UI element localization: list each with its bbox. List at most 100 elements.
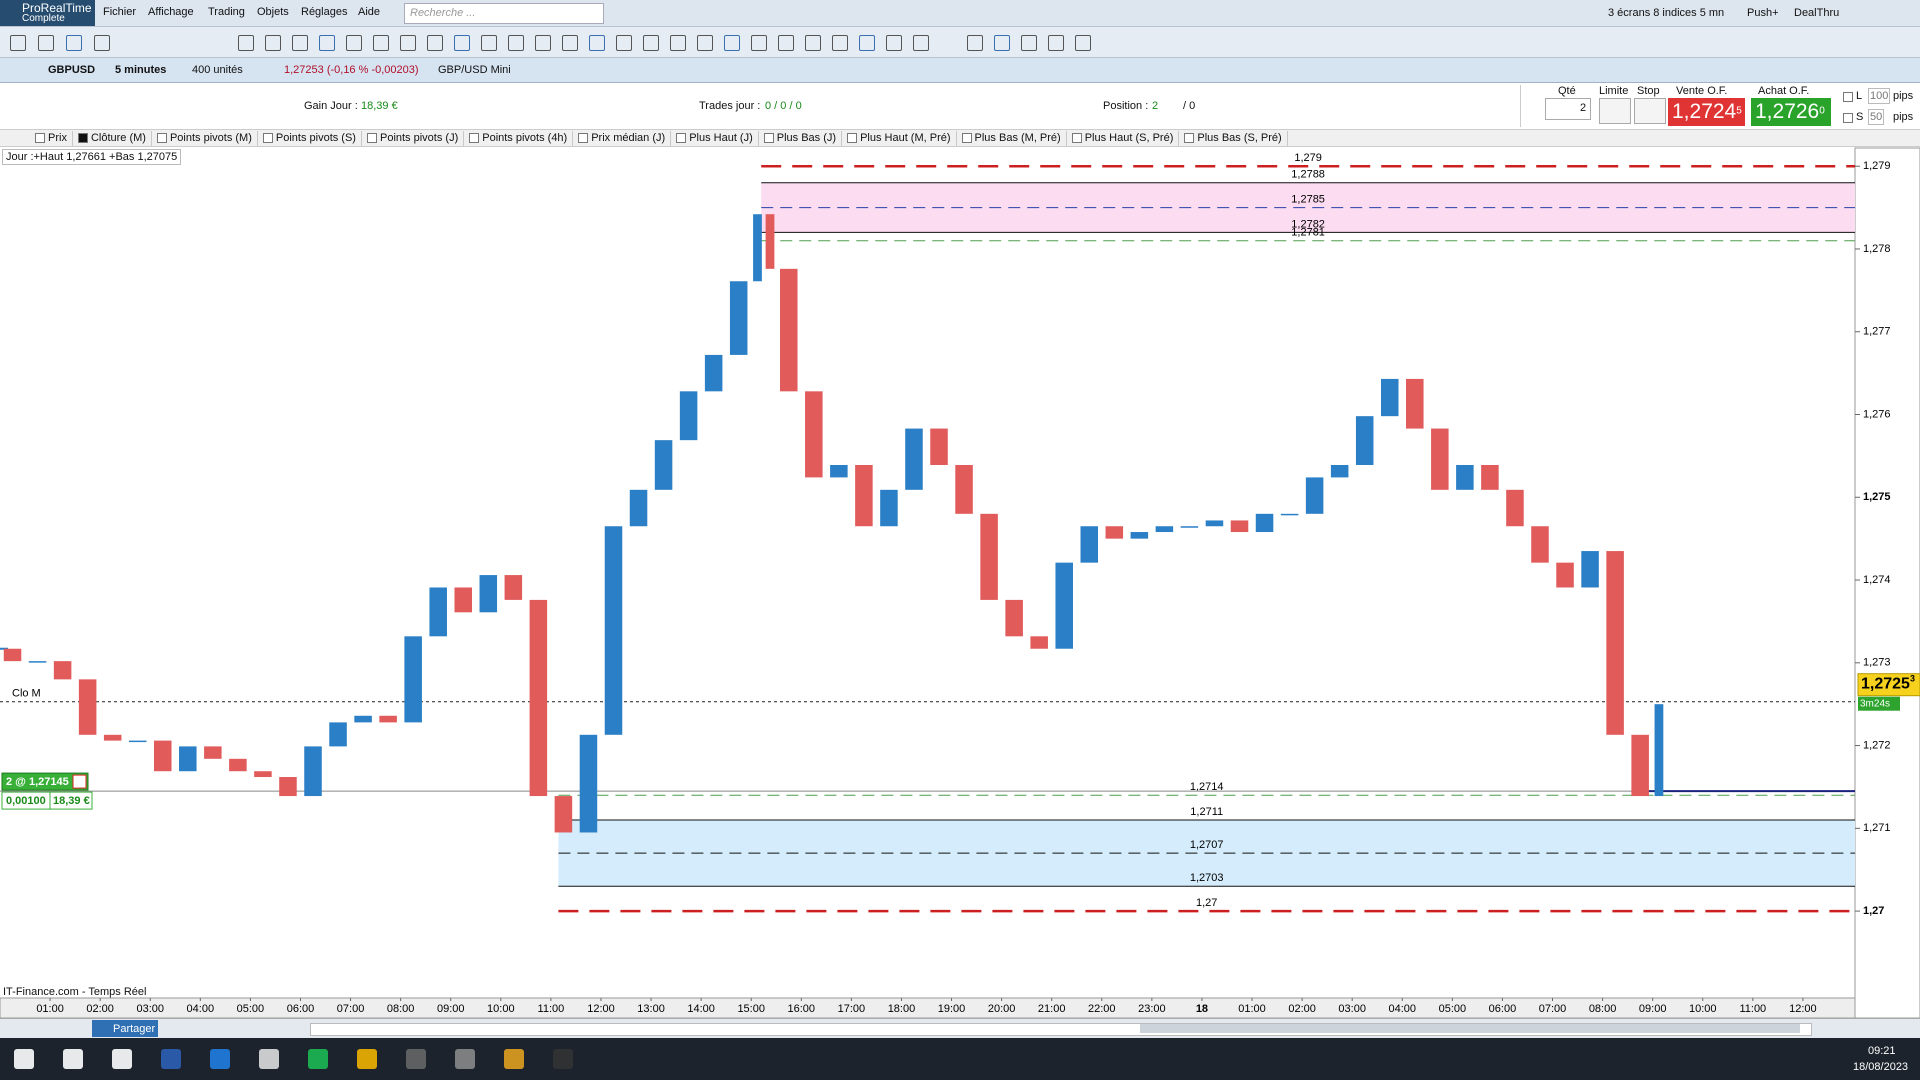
indicator-checkbox[interactable] [35, 133, 45, 143]
scroll-thumb[interactable] [1140, 1024, 1800, 1033]
tool-icon[interactable] [508, 35, 524, 51]
tool-icon[interactable] [481, 35, 497, 51]
tool-icon[interactable] [1048, 35, 1064, 51]
tool-icon[interactable] [589, 35, 605, 51]
taskbar-icon[interactable] [308, 1049, 328, 1069]
screens[interactable]: 3 écrans 8 indices 5 mn [1608, 7, 1725, 19]
taskbar-icon[interactable] [14, 1049, 34, 1069]
dealthru[interactable]: DealThru [1794, 7, 1840, 19]
indicator[interactable]: Points pivots (4h) [464, 130, 574, 146]
taskbar-icon[interactable] [406, 1049, 426, 1069]
tool-icon[interactable] [10, 35, 26, 51]
tool-icon[interactable] [373, 35, 389, 51]
indicator[interactable]: Plus Bas (J) [759, 130, 843, 146]
indicator[interactable]: Prix médian (J) [573, 130, 672, 146]
indicator[interactable]: Plus Bas (S, Pré) [1179, 130, 1288, 146]
indicator-checkbox[interactable] [262, 133, 273, 143]
menu-item[interactable]: Objets [257, 6, 289, 18]
units[interactable]: 400 unités [192, 64, 243, 76]
tool-icon[interactable] [400, 35, 416, 51]
push[interactable]: Push+ [1747, 7, 1779, 19]
tool-icon[interactable] [66, 35, 82, 51]
taskbar-icon[interactable] [357, 1049, 377, 1069]
menu-item[interactable]: Fichier [103, 6, 137, 18]
interval[interactable]: 5 minutes [115, 64, 167, 76]
taskbar-icon[interactable] [504, 1049, 524, 1069]
tool-icon[interactable] [38, 35, 54, 51]
indicator[interactable]: Points pivots (J) [362, 130, 465, 146]
buy-button[interactable]: 1,27260 [1751, 98, 1831, 126]
taskbar-icon[interactable] [455, 1049, 475, 1069]
tool-icon[interactable] [697, 35, 713, 51]
menu-item[interactable]: Affichage [148, 6, 194, 18]
taskbar-icon[interactable] [553, 1049, 573, 1069]
tool-icon[interactable] [616, 35, 632, 51]
tool-icon[interactable] [265, 35, 281, 51]
tool-icon[interactable] [994, 35, 1010, 51]
menu-item[interactable]: Réglages [301, 6, 348, 18]
search-box[interactable] [404, 3, 604, 24]
symbol[interactable]: GBPUSD [48, 64, 96, 76]
share-button[interactable] [92, 1020, 158, 1037]
clock-time: 09:21 [1868, 1045, 1896, 1057]
limit-button[interactable] [1599, 98, 1631, 124]
taskbar-icon[interactable] [112, 1049, 132, 1069]
tool-icon[interactable] [859, 35, 875, 51]
tool-icon[interactable] [346, 35, 362, 51]
taskbar-icon[interactable] [259, 1049, 279, 1069]
indicator-checkbox[interactable] [77, 133, 88, 143]
tool-icon[interactable] [643, 35, 659, 51]
tool-icon[interactable] [913, 35, 929, 51]
indicator[interactable]: Prix [30, 130, 73, 146]
indicator-checkbox[interactable] [763, 133, 774, 143]
tool-icon[interactable] [1075, 35, 1091, 51]
s-pips[interactable]: 50 [1868, 109, 1885, 125]
tool-icon[interactable] [805, 35, 821, 51]
menu-item[interactable]: Trading [208, 6, 245, 18]
indicator-checkbox[interactable] [961, 133, 972, 143]
taskbar-icon[interactable] [63, 1049, 83, 1069]
l-pips[interactable]: 100 [1868, 88, 1891, 104]
menu-item[interactable]: Aide [358, 6, 381, 18]
tool-icon[interactable] [1021, 35, 1037, 51]
tool-icon[interactable] [751, 35, 767, 51]
indicator[interactable]: Clôture (M) [73, 130, 152, 146]
indicator[interactable]: Plus Haut (M, Pré) [842, 130, 957, 146]
indicator-checkbox[interactable] [676, 133, 687, 143]
tool-icon[interactable] [724, 35, 740, 51]
taskbar-icon[interactable] [210, 1049, 230, 1069]
indicator-checkbox[interactable] [1071, 133, 1082, 143]
indicator[interactable]: Plus Haut (J) [671, 130, 759, 146]
indicator-checkbox[interactable] [847, 133, 858, 143]
indicator-checkbox[interactable] [156, 133, 167, 143]
indicator[interactable]: Points pivots (M) [152, 130, 258, 146]
tool-icon[interactable] [454, 35, 470, 51]
indicator-checkbox[interactable] [366, 133, 377, 143]
tool-icon[interactable] [886, 35, 902, 51]
tool-icon[interactable] [292, 35, 308, 51]
close-position[interactable] [72, 774, 87, 789]
tool-icon[interactable] [778, 35, 794, 51]
taskbar-icon[interactable] [161, 1049, 181, 1069]
tool-icon[interactable] [535, 35, 551, 51]
tool-icon[interactable] [94, 35, 110, 51]
sell-button[interactable]: 1,27245 [1668, 98, 1745, 126]
tool-icon[interactable] [319, 35, 335, 51]
l-checkbox[interactable] [1843, 92, 1853, 102]
indicator[interactable]: Plus Bas (M, Pré) [957, 130, 1067, 146]
indicator[interactable]: Plus Haut (S, Pré) [1067, 130, 1180, 146]
indicator-checkbox[interactable] [469, 133, 480, 143]
s-checkbox[interactable] [1843, 113, 1853, 123]
x-tick-label: 06:00 [1489, 1003, 1517, 1015]
stop-button[interactable] [1634, 98, 1666, 124]
indicator-checkbox[interactable] [578, 133, 589, 143]
tool-icon[interactable] [238, 35, 254, 51]
indicator-checkbox[interactable] [1184, 133, 1195, 143]
tool-icon[interactable] [832, 35, 848, 51]
tool-icon[interactable] [670, 35, 686, 51]
tool-icon[interactable] [967, 35, 983, 51]
indicator[interactable]: Points pivots (S) [258, 130, 362, 146]
qty-box[interactable] [1545, 98, 1591, 120]
tool-icon[interactable] [427, 35, 443, 51]
tool-icon[interactable] [562, 35, 578, 51]
